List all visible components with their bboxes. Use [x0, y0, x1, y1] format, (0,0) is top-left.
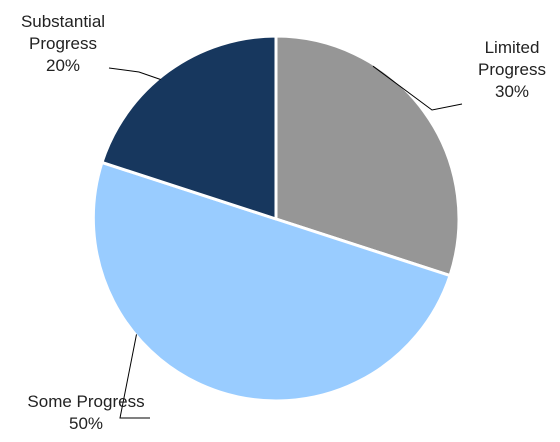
- slice-label-limited-progress: Progress: [478, 60, 546, 79]
- slice-label-some-progress: Some Progress: [27, 392, 144, 411]
- labels-layer: Limited Progress 30% Some Progress 50% Substa…: [21, 12, 546, 433]
- pie-slice-some-progress: [91, 160, 452, 403]
- leader-line-limited-progress: [372, 65, 463, 111]
- slice-percent-label-substantial-progress: 20%: [46, 56, 80, 75]
- leader-lines-layer: [108, 65, 463, 419]
- slice-percent-label-some-progress: 50%: [69, 414, 103, 433]
- slice-percent-label-limited-progress: 30%: [495, 82, 529, 101]
- pie-slice-substantial-progress: [100, 34, 278, 221]
- leader-line-substantial-progress: [108, 67, 161, 80]
- pie-slice-limited-progress: [274, 34, 461, 278]
- slices-layer: [91, 34, 461, 403]
- slice-label-substantial-progress: Progress: [29, 34, 97, 53]
- slice-label-limited-progress: Limited: [485, 38, 540, 57]
- leader-line-some-progress: [119, 334, 150, 419]
- slice-label-substantial-progress: Substantial: [21, 12, 105, 31]
